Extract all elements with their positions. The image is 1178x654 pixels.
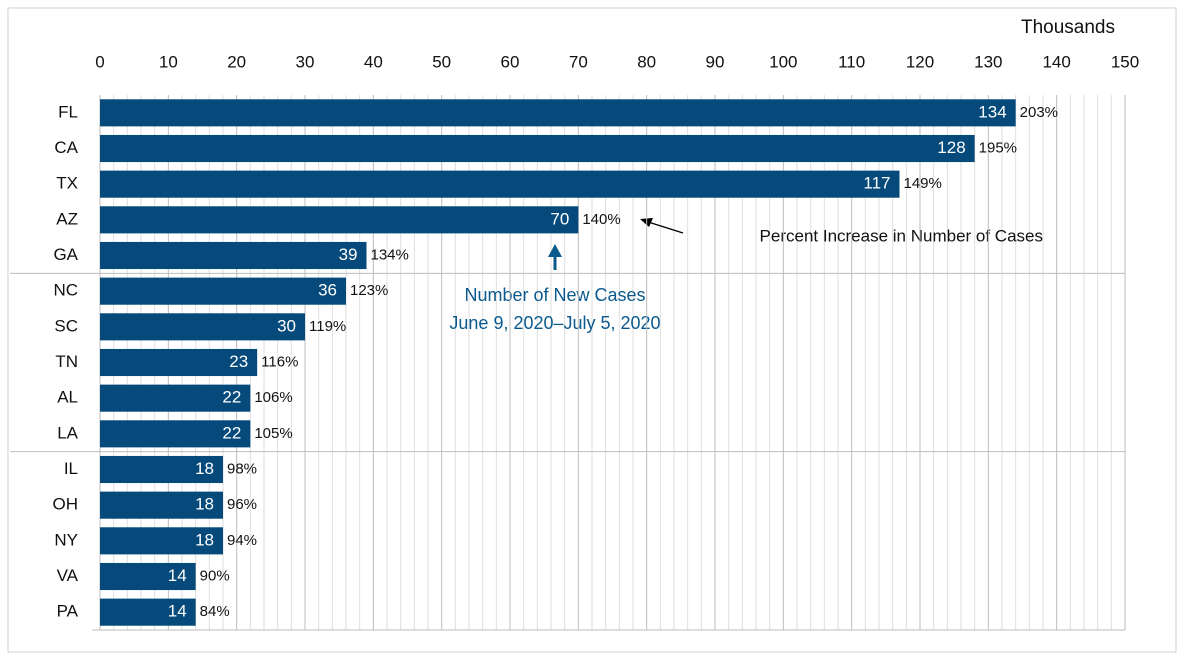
percent-label: 203% (1020, 104, 1058, 121)
annotation: Number of New Cases (464, 285, 645, 305)
value-label: 39 (339, 245, 358, 264)
annotation-arrow (644, 220, 684, 234)
y-tick-label: FL (58, 102, 78, 121)
percent-label: 106% (254, 389, 292, 406)
annotation: Percent Increase in Number of Cases (760, 226, 1043, 245)
x-tick-label: 60 (501, 52, 520, 71)
percent-label: 140% (582, 211, 620, 228)
x-tick-label: 70 (569, 52, 588, 71)
bar (100, 241, 367, 270)
y-tick-label: NC (53, 281, 78, 300)
percent-label: 84% (200, 603, 230, 620)
bar (100, 99, 1016, 127)
bar (100, 348, 258, 377)
percent-label: 94% (227, 532, 257, 549)
percent-label: 149% (904, 175, 942, 192)
bar (100, 206, 579, 234)
y-tick-label: AZ (56, 209, 78, 228)
value-label: 14 (168, 602, 187, 621)
x-tick-label: 130 (974, 52, 1002, 71)
bar (100, 384, 251, 412)
bar (100, 491, 223, 519)
x-tick-label: 50 (432, 52, 451, 71)
percent-label: 105% (254, 425, 292, 442)
bar (100, 455, 223, 484)
annotation: June 9, 2020–July 5, 2020 (449, 313, 660, 333)
x-tick-label: 10 (159, 52, 178, 71)
y-tick-label: TX (56, 174, 78, 193)
bar (100, 420, 251, 448)
x-tick-label: 150 (1111, 52, 1139, 71)
bar (100, 170, 900, 198)
percent-label: 195% (979, 139, 1017, 156)
x-tick-label: 120 (906, 52, 934, 71)
y-tick-label: OH (53, 495, 79, 514)
bar (100, 134, 975, 163)
value-label: 117 (863, 174, 890, 193)
value-label: 30 (277, 316, 296, 335)
value-label: 36 (318, 281, 337, 300)
y-tick-label: VA (57, 566, 79, 585)
value-label: 22 (222, 423, 241, 442)
value-label: 128 (937, 138, 965, 157)
value-label: 134 (978, 102, 1006, 121)
bar (100, 562, 196, 591)
percent-label: 134% (371, 246, 409, 263)
y-tick-label: TN (55, 352, 78, 371)
y-tick-label: IL (64, 459, 78, 478)
value-label: 70 (550, 209, 569, 228)
percent-label: 96% (227, 496, 257, 513)
bar (100, 598, 196, 626)
value-label: 18 (195, 495, 214, 514)
x-tick-label: 30 (296, 52, 315, 71)
x-tick-label: 110 (838, 52, 865, 71)
percent-label: 116% (261, 353, 298, 370)
percent-label: 119% (309, 318, 346, 335)
value-label: 18 (195, 530, 214, 549)
value-label: 18 (195, 459, 214, 478)
y-tick-label: CA (54, 138, 78, 157)
y-tick-label: LA (57, 423, 78, 442)
frame (7, 7, 1177, 653)
percent-label: 123% (350, 282, 388, 299)
x-tick-label: 20 (227, 52, 246, 71)
x-tick-label: 90 (706, 52, 725, 71)
percent-label: 90% (200, 567, 230, 584)
bar (100, 313, 305, 341)
x-tick-label: 0 (95, 52, 104, 71)
y-tick-label: GA (53, 245, 78, 264)
bar (100, 277, 346, 305)
value-label: 22 (222, 388, 241, 407)
x-tick-label: 80 (637, 52, 656, 71)
x-tick-label: 100 (769, 52, 797, 71)
value-label: 23 (229, 352, 248, 371)
x-tick-label: 40 (364, 52, 383, 71)
y-tick-label: AL (57, 388, 78, 407)
percent-label: 98% (227, 460, 257, 477)
bar (100, 527, 223, 555)
axis-title: Thousands (1021, 17, 1115, 38)
value-label: 14 (168, 566, 187, 585)
arrow-head (548, 244, 562, 257)
y-tick-label: SC (54, 316, 78, 335)
x-tick-label: 140 (1042, 52, 1070, 71)
y-tick-label: NY (54, 530, 78, 549)
y-tick-label: PA (57, 602, 79, 621)
